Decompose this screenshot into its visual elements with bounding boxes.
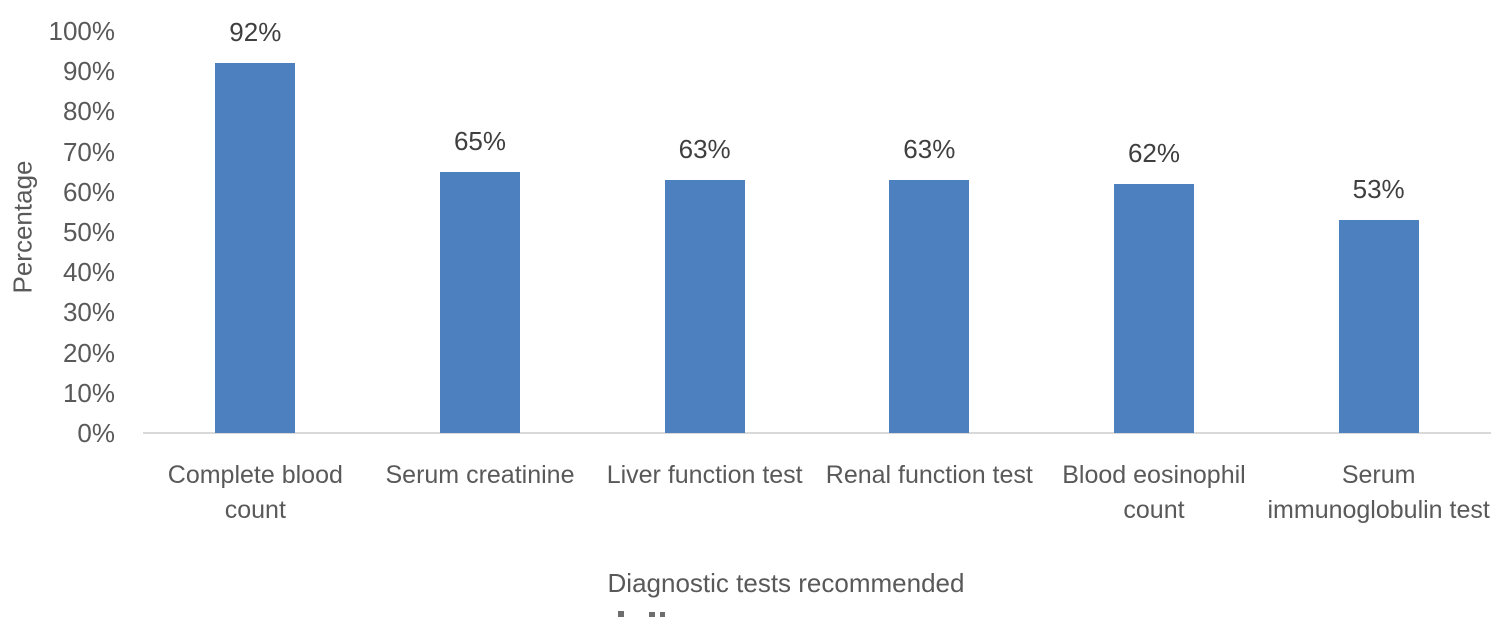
bar-value-label: 92%	[229, 17, 282, 47]
x-category-label: Complete blood count	[167, 461, 343, 524]
clipped-text-fragment	[618, 611, 624, 617]
x-category-label: Liver function test	[606, 461, 803, 489]
y-tick-label: 0%	[77, 418, 115, 448]
y-tick-label: 20%	[62, 337, 115, 368]
bar	[1338, 220, 1419, 433]
y-tick-label: 100%	[48, 16, 116, 46]
y-tick-label: 40%	[62, 257, 115, 288]
y-tick-label: 10%	[62, 377, 115, 408]
y-tick-label: 80%	[62, 96, 115, 127]
y-tick-label: 70%	[62, 136, 115, 167]
bar-value-label: 65%	[453, 126, 507, 156]
x-axis-line	[143, 432, 1491, 434]
y-axis-ticks: 0% 10% 20% 30% 40% 50% 60% 70% 80% 90% 100%	[0, 0, 116, 617]
x-axis-title: Diagnostic tests recommended	[607, 568, 965, 598]
bar-value-label: 63%	[903, 134, 956, 164]
y-tick-label: 60%	[62, 176, 115, 207]
bar-value-label: 62%	[1127, 138, 1181, 168]
bar	[215, 63, 296, 433]
y-tick-label: 90%	[62, 56, 115, 87]
y-tick-label: 30%	[62, 297, 115, 328]
bar	[440, 172, 520, 433]
x-category-label: Renal function test	[825, 461, 1033, 489]
clipped-text-fragment	[660, 612, 665, 617]
bar	[1114, 184, 1194, 433]
y-tick-label: 50%	[62, 217, 115, 247]
x-category-label: Blood eosinophil count	[1062, 461, 1246, 524]
bar	[664, 180, 745, 433]
bar	[889, 180, 970, 433]
plot-area: 92% 65% 63% 63% 62% 53%	[143, 0, 1491, 434]
bar-value-label: 63%	[678, 134, 731, 164]
x-category-label: Serum creatinine	[385, 461, 575, 489]
bar-value-label: 53%	[1352, 174, 1405, 204]
clipped-text-fragment	[649, 612, 655, 617]
x-category-label: Serum immunoglobulin test	[1267, 461, 1490, 524]
